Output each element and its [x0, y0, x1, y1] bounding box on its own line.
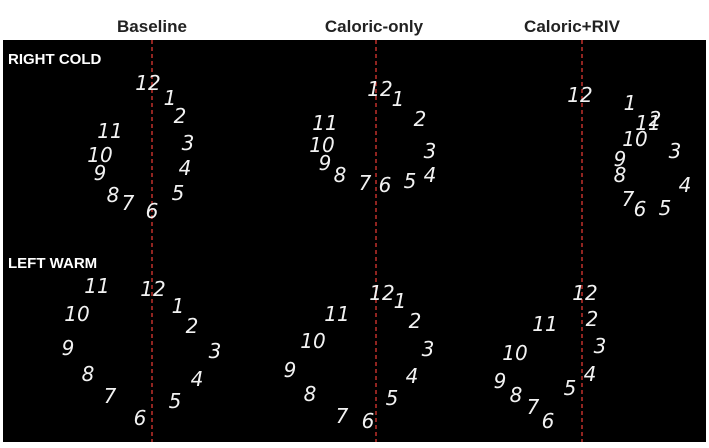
clock-number: 6	[634, 197, 647, 221]
clock-number: 4	[424, 163, 437, 187]
column-header: Caloric+RIV	[524, 17, 621, 36]
clock-number: 3	[594, 334, 607, 358]
clock-number: 9	[614, 147, 627, 171]
clock-number: 2	[409, 309, 422, 333]
clock-number: 4	[584, 362, 597, 386]
clock-number: 4	[406, 364, 419, 388]
clock-number: 12	[367, 77, 392, 101]
clock-number: 5	[659, 196, 672, 220]
clock-number: 2	[586, 307, 599, 331]
clock-number: 3	[182, 131, 195, 155]
clock-number: 2	[174, 104, 187, 128]
clock-number: 8	[510, 383, 523, 407]
clock-number: 10	[622, 127, 647, 151]
panel	[3, 40, 706, 442]
clock-number: 9	[494, 369, 507, 393]
clock-number: 11	[635, 111, 660, 135]
clock-number: 12	[369, 281, 394, 305]
clock-number: 3	[422, 337, 435, 361]
clock-number: 9	[319, 151, 332, 175]
clock-number: 6	[379, 173, 392, 197]
clock-number: 1	[172, 294, 185, 318]
column-header: Baseline	[117, 17, 187, 36]
clock-number: 11	[532, 312, 557, 336]
clock-number: 10	[309, 133, 334, 157]
midlines	[151, 40, 583, 442]
clock-number: 10	[87, 143, 112, 167]
clock-number: 8	[614, 163, 627, 187]
clock-number: 6	[542, 409, 555, 433]
clock-number: 8	[82, 362, 95, 386]
clock-number: 3	[669, 139, 682, 163]
column-header: Caloric-only	[325, 17, 424, 36]
clock-number: 7	[122, 191, 135, 215]
clock-number: 9	[94, 161, 107, 185]
clock-number: 6	[134, 406, 147, 430]
clock-number: 1	[394, 289, 407, 313]
clock-number: 7	[527, 395, 540, 419]
clock-number: 7	[359, 171, 372, 195]
clock-number: 6	[362, 409, 375, 433]
clock-number: 6	[146, 199, 159, 223]
clock-number: 5	[386, 386, 399, 410]
clock-number: 7	[104, 384, 117, 408]
clock-number: 1	[164, 86, 177, 110]
clock-number: 11	[324, 302, 349, 326]
clock-number: 2	[186, 314, 199, 338]
clock-number: 12	[135, 71, 160, 95]
clock-number: 5	[172, 181, 185, 205]
clock-number: 11	[97, 119, 122, 143]
row-label: RIGHT COLD	[8, 51, 101, 68]
clock-number: 7	[336, 404, 349, 428]
clock-number: 3	[424, 139, 437, 163]
clock-number: 8	[107, 183, 120, 207]
clock-number: 9	[284, 358, 297, 382]
clock-number: 10	[64, 302, 89, 326]
clock-number: 10	[300, 329, 325, 353]
clock-number: 4	[179, 156, 192, 180]
clock-number: 2	[414, 107, 427, 131]
clock-number: 5	[169, 389, 182, 413]
clock-number: 2	[649, 107, 662, 131]
clock-number: 11	[312, 111, 337, 135]
clock-number: 12	[567, 83, 592, 107]
clock-number: 5	[564, 376, 577, 400]
clock-number: 8	[334, 163, 347, 187]
clock-number: 7	[622, 187, 635, 211]
clock-number: 1	[624, 91, 637, 115]
clock-number: 1	[392, 87, 405, 111]
clock-number: 12	[140, 277, 165, 301]
clock-number: 10	[502, 341, 527, 365]
clock-number: 8	[304, 382, 317, 406]
clock-number: 12	[572, 281, 597, 305]
row-label: LEFT WARM	[8, 255, 97, 272]
clock-number: 4	[679, 173, 692, 197]
clock-number: 5	[404, 169, 417, 193]
clock-number: 11	[84, 274, 109, 298]
clock-number: 3	[209, 339, 222, 363]
clock-number: 4	[191, 367, 204, 391]
clock-number: 9	[62, 336, 75, 360]
